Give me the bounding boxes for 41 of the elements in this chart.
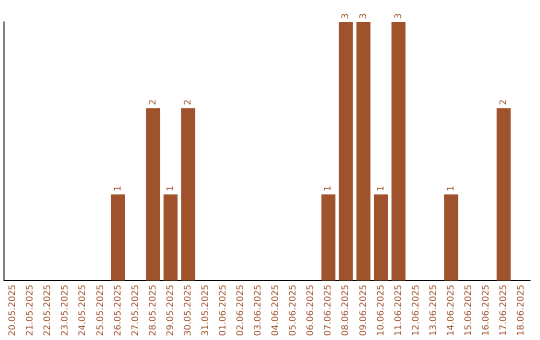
x-tick-label: 28.05.2025 <box>148 284 158 336</box>
x-tick-label: 17.06.2025 <box>499 284 510 336</box>
data-label: 1 <box>376 186 386 192</box>
x-tick-label: 22.05.2025 <box>43 284 54 336</box>
x-tick-label: 12.06.2025 <box>411 284 422 336</box>
x-tick-label: 27.05.2025 <box>130 284 141 336</box>
x-tick-label: 05.06.2025 <box>288 284 299 336</box>
data-label: 3 <box>394 13 404 19</box>
x-tick-label: 31.05.2025 <box>200 284 211 336</box>
x-tick-label: 14.06.2025 <box>446 284 456 336</box>
x-tick-label: 24.05.2025 <box>78 284 88 336</box>
x-tick-label: 07.06.2025 <box>324 284 334 336</box>
data-label: 1 <box>324 186 334 192</box>
x-tick-label: 13.06.2025 <box>428 284 439 336</box>
x-tick-label: 30.05.2025 <box>183 284 194 336</box>
x-tick-label: 29.05.2025 <box>166 284 176 336</box>
x-tick-label: 23.05.2025 <box>60 284 71 336</box>
x-tick-label: 02.06.2025 <box>236 284 246 336</box>
x-tick-label: 09.06.2025 <box>358 284 369 336</box>
x-tick-label: 20.05.2025 <box>8 284 18 336</box>
x-tick-label: 03.06.2025 <box>254 284 264 336</box>
data-label: 2 <box>148 99 158 106</box>
x-tick-label: 01.06.2025 <box>218 284 229 336</box>
data-label: 1 <box>446 186 456 192</box>
x-tick-label: 15.06.2025 <box>464 284 474 336</box>
x-tick-label: 25.05.2025 <box>96 284 106 336</box>
x-tick-label: 11.06.2025 <box>394 284 404 336</box>
data-label: 1 <box>113 186 124 192</box>
x-tick-label: 04.06.2025 <box>271 284 282 336</box>
x-tick-label: 26.05.2025 <box>113 284 124 336</box>
x-tick-label: 06.06.2025 <box>306 284 316 336</box>
x-tick-label: 08.06.2025 <box>341 284 352 336</box>
x-tick-label: 21.05.2025 <box>26 284 36 336</box>
data-label: 3 <box>358 13 369 19</box>
x-tick-label: 10.06.2025 <box>376 284 386 336</box>
x-tick-label: 16.06.2025 <box>482 284 492 336</box>
data-label: 2 <box>183 99 194 106</box>
data-label: 2 <box>499 99 510 106</box>
data-label: 1 <box>166 186 176 192</box>
data-label: 3 <box>341 13 352 19</box>
x-tick-label: 18.06.2025 <box>516 284 527 336</box>
